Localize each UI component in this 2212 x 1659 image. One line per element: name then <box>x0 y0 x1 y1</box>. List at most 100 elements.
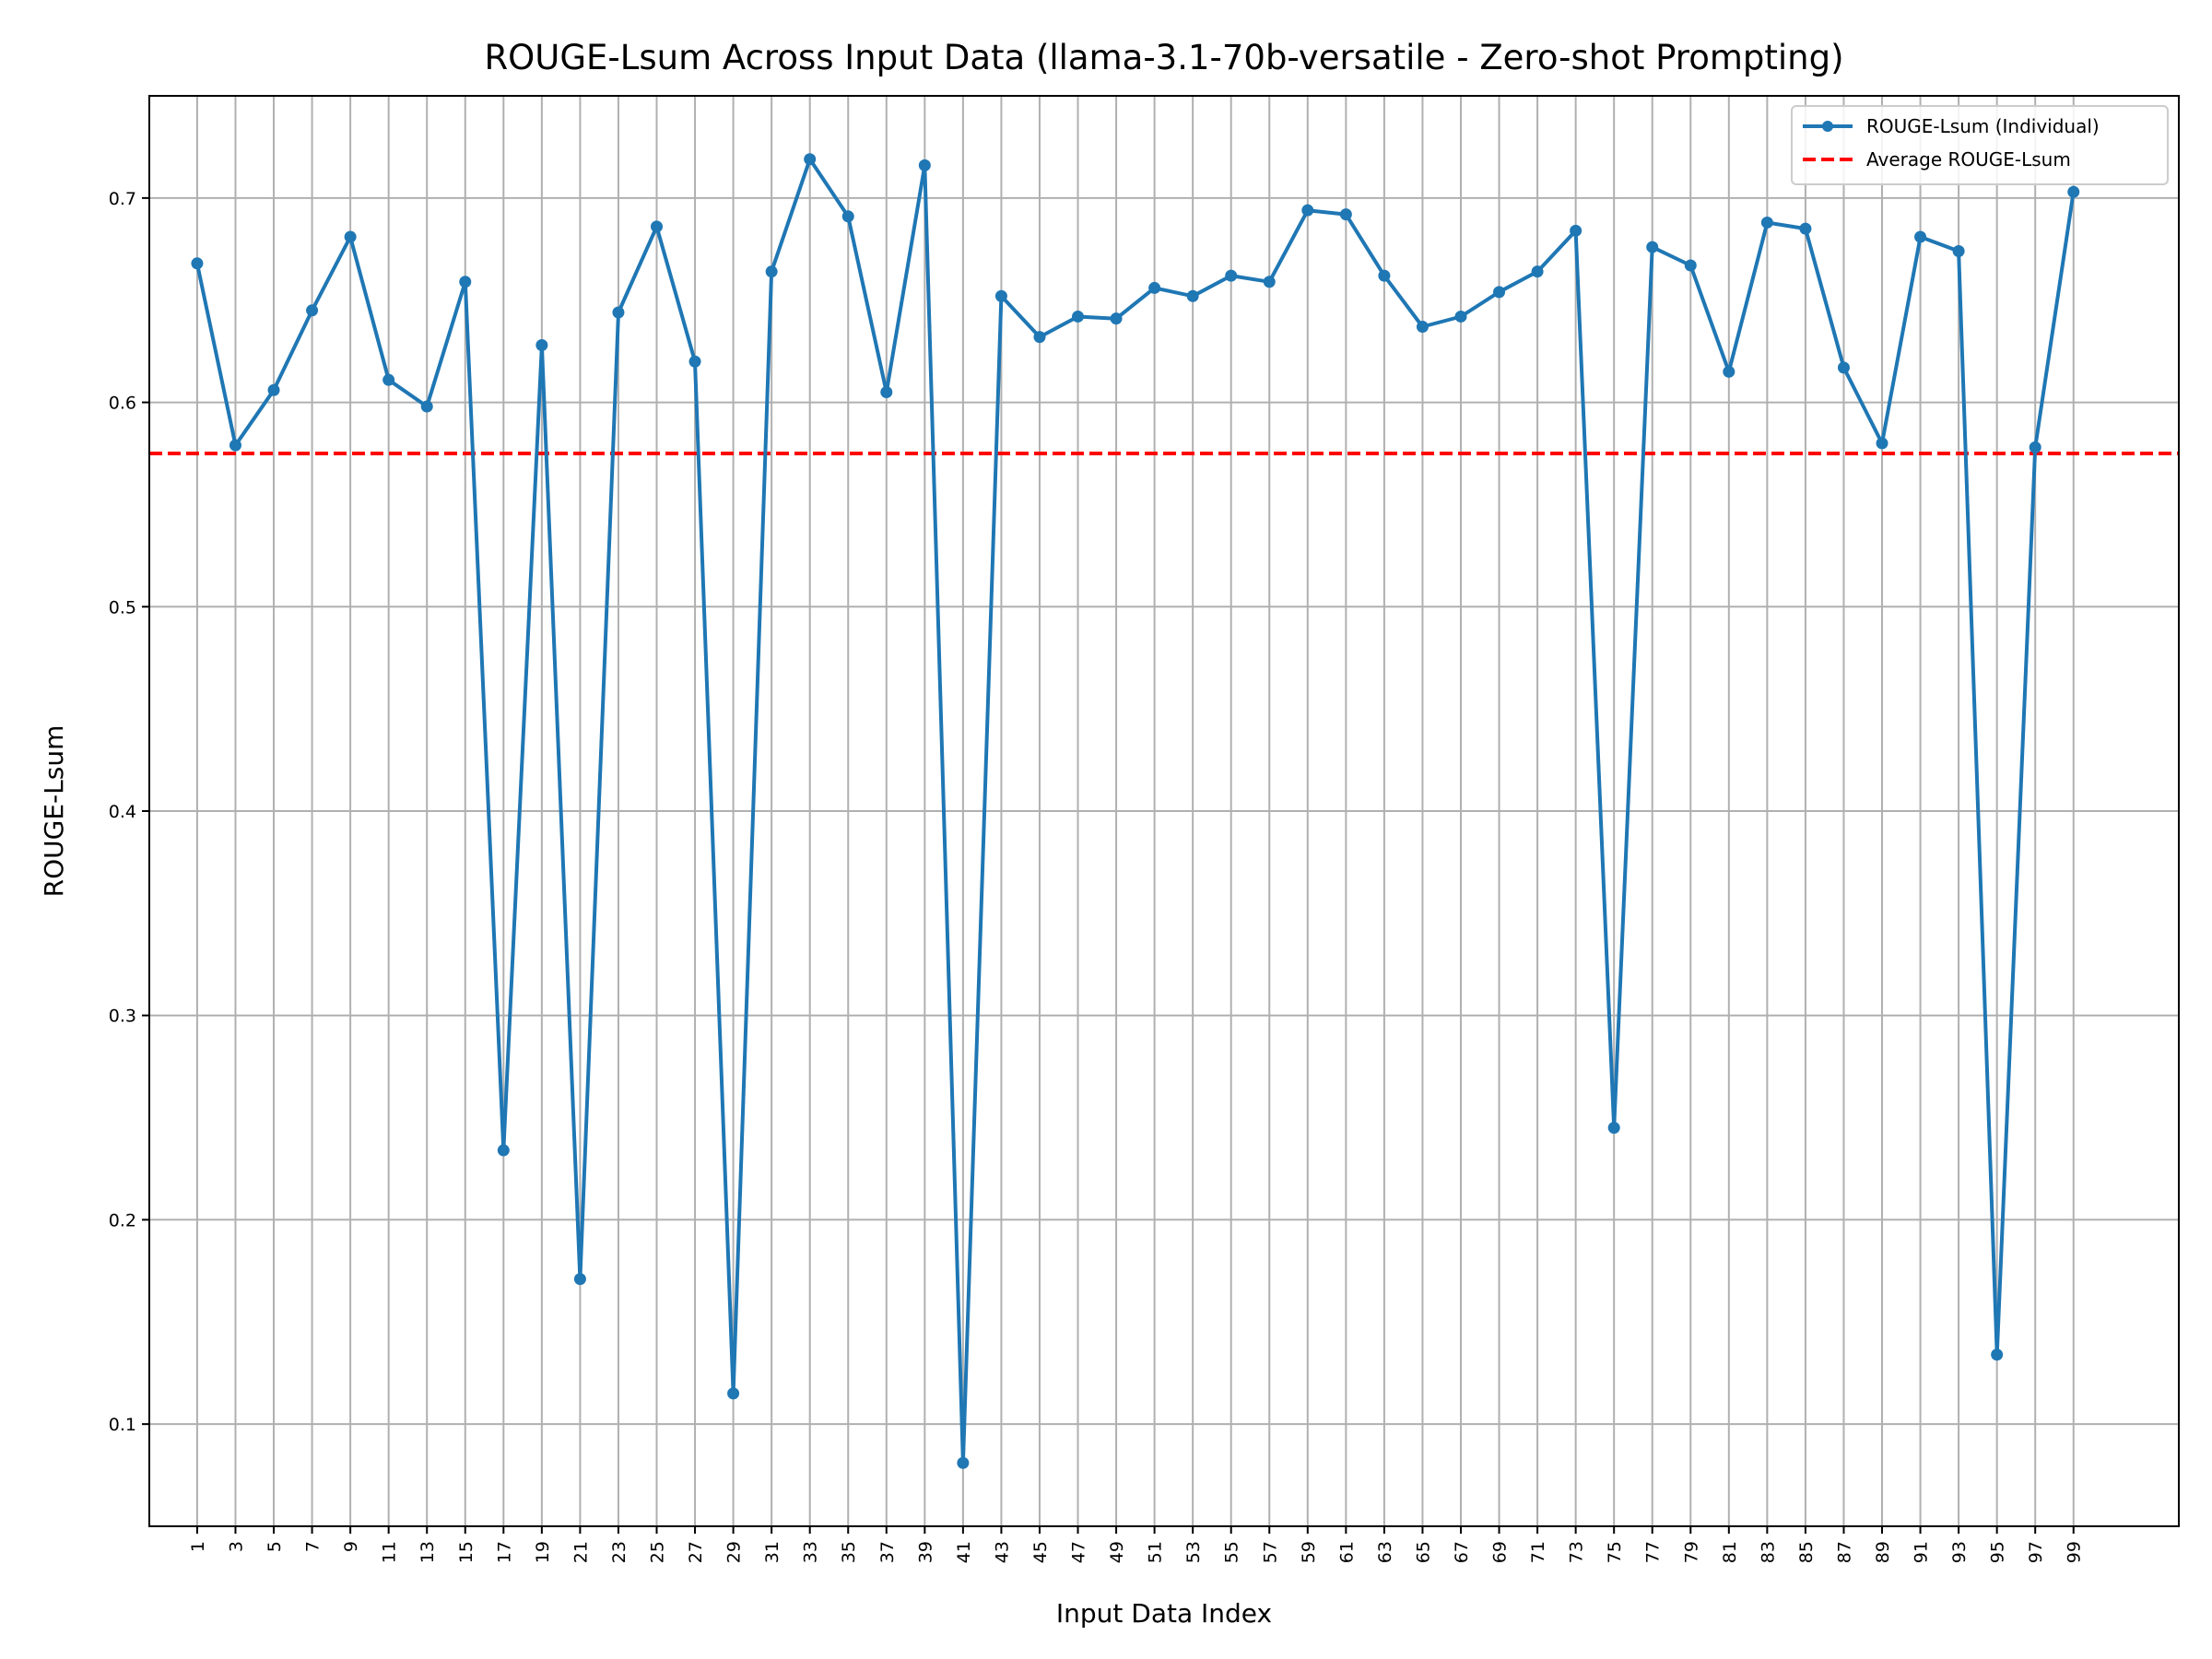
x-tick-label: 91 <box>1912 1541 1932 1563</box>
data-point <box>267 383 280 396</box>
x-tick-label: 95 <box>1988 1541 2008 1563</box>
series-line-individual <box>194 157 2076 1465</box>
data-point <box>1723 365 1735 378</box>
x-tick-label: 15 <box>456 1541 477 1563</box>
x-tick-label: 27 <box>686 1541 706 1563</box>
data-point <box>191 257 204 270</box>
x-tick-label: 85 <box>1796 1541 1817 1563</box>
x-tick-label: 53 <box>1183 1541 1204 1563</box>
y-tick-label: 0.3 <box>109 1006 136 1027</box>
data-point <box>1607 1122 1620 1135</box>
data-point <box>918 159 931 171</box>
x-tick-label: 11 <box>380 1541 400 1563</box>
x-tick-label: 23 <box>609 1541 629 1563</box>
data-point <box>344 230 357 243</box>
x-tick-label: 35 <box>839 1541 859 1563</box>
y-axis-ticks: 0.1 0.2 0.3 0.4 0.5 0.6 0.7 <box>109 189 149 1435</box>
y-axis-label: ROUGE-Lsum <box>39 725 69 898</box>
data-point <box>1991 1348 2004 1361</box>
data-point <box>1531 265 1544 278</box>
data-point <box>382 373 395 386</box>
data-point <box>1799 222 1812 235</box>
data-point <box>1952 245 1965 258</box>
data-point <box>1684 259 1697 272</box>
x-tick-label: 43 <box>992 1541 1012 1563</box>
data-point <box>1454 310 1467 323</box>
data-point <box>1876 437 1888 450</box>
data-point <box>1263 276 1276 288</box>
x-tick-label: 73 <box>1567 1541 1587 1563</box>
x-tick-label: 75 <box>1605 1541 1625 1563</box>
x-axis-ticks: 1 3 5 7 9 11 13 15 17 19 21 23 25 27 29 31 33 35 37 39 41 43 4… <box>188 1526 2085 1563</box>
x-tick-label: 49 <box>1107 1541 1127 1563</box>
y-tick-label: 0.5 <box>109 597 136 618</box>
x-tick-label: 41 <box>954 1541 974 1563</box>
x-tick-label: 47 <box>1069 1541 1089 1563</box>
x-tick-label: 81 <box>1720 1541 1740 1563</box>
data-point <box>306 304 319 317</box>
data-point <box>535 338 548 351</box>
x-tick-label: 7 <box>303 1541 324 1552</box>
x-tick-label: 97 <box>2026 1541 2046 1563</box>
x-tick-label: 37 <box>877 1541 898 1563</box>
data-point <box>229 439 241 452</box>
x-tick-label: 9 <box>341 1541 361 1552</box>
legend-box <box>1791 105 2169 185</box>
x-tick-label: 87 <box>1834 1541 1854 1563</box>
x-tick-label: 33 <box>801 1541 821 1563</box>
x-tick-label: 93 <box>1949 1541 1970 1563</box>
x-tick-label: 25 <box>648 1541 668 1563</box>
y-tick-label: 0.2 <box>109 1210 136 1230</box>
legend-label-average: Average ROUGE-Lsum <box>1866 148 2071 171</box>
x-tick-label: 39 <box>915 1541 935 1563</box>
data-point <box>459 276 472 288</box>
y-tick-label: 0.6 <box>109 394 136 414</box>
x-tick-label: 71 <box>1528 1541 1548 1563</box>
data-point <box>1072 310 1085 323</box>
data-point <box>880 385 893 398</box>
x-tick-label: 65 <box>1413 1541 1433 1563</box>
x-tick-label: 51 <box>1146 1541 1166 1563</box>
data-point <box>1339 208 1352 221</box>
data-point <box>1378 269 1391 282</box>
data-point <box>1760 216 1773 229</box>
x-tick-label: 67 <box>1452 1541 1472 1563</box>
x-tick-label: 79 <box>1681 1541 1701 1563</box>
x-tick-label: 57 <box>1260 1541 1280 1563</box>
data-point <box>1914 230 1927 243</box>
data-point <box>1033 331 1046 344</box>
data-point <box>1186 289 1199 302</box>
x-tick-label: 55 <box>1222 1541 1242 1563</box>
x-tick-label: 29 <box>724 1541 745 1563</box>
x-tick-label: 17 <box>494 1541 514 1563</box>
data-point <box>804 153 817 166</box>
data-point <box>1416 321 1429 334</box>
data-point <box>1570 224 1583 237</box>
data-point <box>765 265 778 278</box>
data-point <box>651 220 663 233</box>
data-point <box>1646 241 1659 253</box>
x-tick-label: 1 <box>188 1541 208 1552</box>
y-tick-label: 0.7 <box>109 189 136 209</box>
x-tick-label: 13 <box>418 1541 438 1563</box>
x-tick-label: 69 <box>1490 1541 1511 1563</box>
x-tick-label: 19 <box>533 1541 553 1563</box>
x-tick-label: 63 <box>1375 1541 1395 1563</box>
data-point <box>1493 286 1506 299</box>
y-tick-label: 0.4 <box>109 802 136 822</box>
data-point <box>727 1387 740 1400</box>
data-point <box>1301 204 1314 217</box>
data-point <box>2067 185 2080 198</box>
data-point <box>1225 269 1238 282</box>
x-tick-label: 99 <box>2065 1541 2085 1563</box>
chart-title: ROUGE-Lsum Across Input Data (llama-3.1-… <box>484 38 1843 77</box>
legend-label-individual: ROUGE-Lsum (Individual) <box>1866 115 2100 137</box>
data-point <box>688 355 701 368</box>
x-tick-label: 61 <box>1336 1541 1357 1563</box>
legend: ROUGE-Lsum (Individual) Average ROUGE-Ls… <box>1791 105 2169 185</box>
data-point <box>573 1273 586 1286</box>
x-tick-label: 89 <box>1873 1541 1893 1563</box>
data-point <box>994 289 1007 302</box>
